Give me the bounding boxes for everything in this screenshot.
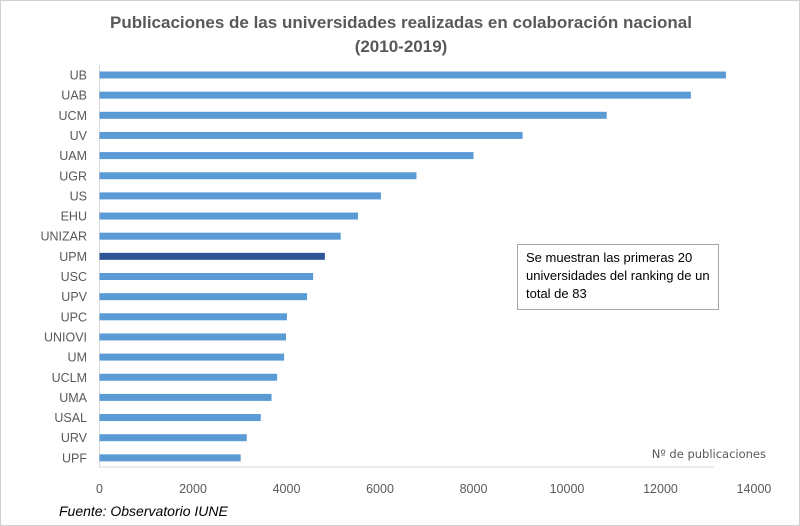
x-tick-label: 8000: [460, 482, 488, 496]
bar-uab: [99, 91, 691, 99]
bar-uam: [99, 152, 474, 160]
category-label: UPV: [61, 290, 87, 304]
category-label: UNIOVI: [44, 330, 87, 344]
x-tick-label: 14000: [737, 482, 772, 496]
bar-ehu: [99, 212, 359, 220]
category-label: UMA: [59, 391, 87, 405]
category-label: UCM: [59, 109, 87, 123]
bar-urv: [99, 434, 247, 442]
bar-usal: [99, 414, 261, 422]
category-label: UPC: [61, 310, 87, 324]
bar-uma: [99, 393, 272, 401]
bar-unizar: [99, 232, 341, 240]
bar-uv: [99, 131, 523, 139]
bar-uniovi: [99, 333, 287, 341]
category-label: UM: [68, 351, 87, 365]
category-label: UNIZAR: [40, 230, 87, 244]
category-label: US: [70, 189, 87, 203]
category-label: UB: [70, 69, 87, 83]
category-label: UV: [70, 129, 88, 143]
category-label: UAM: [59, 149, 87, 163]
x-tick-label: 10000: [550, 482, 585, 496]
annotation-box: Se muestran las primeras 20 universidade…: [517, 244, 719, 310]
category-label: URV: [61, 431, 88, 445]
category-label: UAB: [61, 89, 87, 103]
bar-upm: [99, 252, 325, 260]
bar-upc: [99, 313, 287, 321]
bar-um: [99, 353, 285, 361]
bar-upf: [99, 454, 241, 462]
bar-us: [99, 192, 381, 200]
x-axis-title: Nº de publicaciones: [652, 447, 766, 461]
subtitle-line: (2010-2019): [354, 37, 448, 56]
bar-uclm: [99, 373, 278, 381]
bar-ucm: [99, 111, 607, 119]
category-label: UCLM: [52, 371, 87, 385]
category-label: USC: [61, 270, 87, 284]
category-label: UGR: [59, 169, 87, 183]
category-label: USAL: [54, 411, 87, 425]
source-note: Fuente: Observatorio IUNE: [59, 503, 228, 519]
category-label: UPM: [59, 250, 87, 264]
title-line: Publicaciones de las universidades reali…: [109, 13, 692, 32]
category-label: UPF: [62, 451, 87, 465]
x-tick-label: 12000: [643, 482, 678, 496]
x-tick-label: 2000: [179, 482, 207, 496]
x-tick-label: 6000: [366, 482, 394, 496]
chart-title: Publicaciones de las universidades reali…: [1, 11, 799, 59]
bar-ugr: [99, 172, 417, 180]
category-label: EHU: [61, 210, 87, 224]
x-tick-label: 0: [96, 482, 103, 496]
bar-upv: [99, 293, 308, 301]
bar-usc: [99, 273, 314, 280]
x-tick-label: 4000: [273, 482, 301, 496]
bar-ub: [99, 71, 726, 79]
